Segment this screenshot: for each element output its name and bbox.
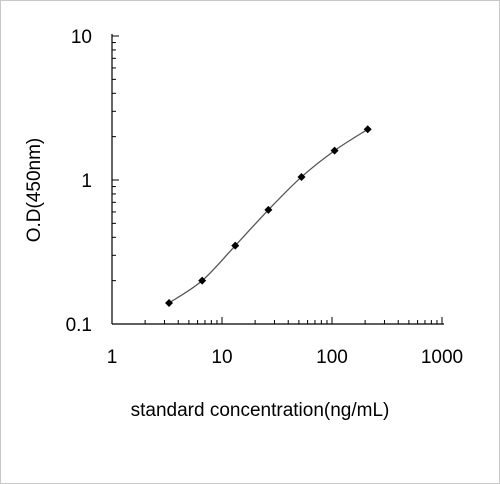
data-point — [363, 125, 372, 134]
y-axis-title: O.D(450nm) — [24, 138, 45, 243]
fit-curve — [168, 128, 369, 304]
x-tick-label: 1000 — [421, 347, 463, 368]
y-tick-label: 1 — [81, 171, 92, 192]
axes — [111, 34, 444, 325]
data-point — [297, 172, 306, 181]
x-tick-label: 10 — [211, 347, 232, 368]
tick-labels: 1 10 100 1000 0.1 1 10 — [66, 27, 464, 368]
data-point — [330, 146, 339, 155]
x-tick-label: 1 — [107, 347, 118, 368]
data-points — [165, 125, 372, 307]
data-point — [198, 276, 207, 285]
ticks — [111, 35, 443, 325]
x-tick-label: 100 — [316, 347, 348, 368]
x-axis-title: standard concentration(ng/mL) — [131, 400, 390, 421]
data-point — [165, 298, 174, 307]
data-point — [264, 205, 273, 214]
y-tick-label: 0.1 — [66, 315, 92, 336]
data-point — [231, 241, 240, 250]
y-tick-label: 10 — [71, 27, 92, 48]
